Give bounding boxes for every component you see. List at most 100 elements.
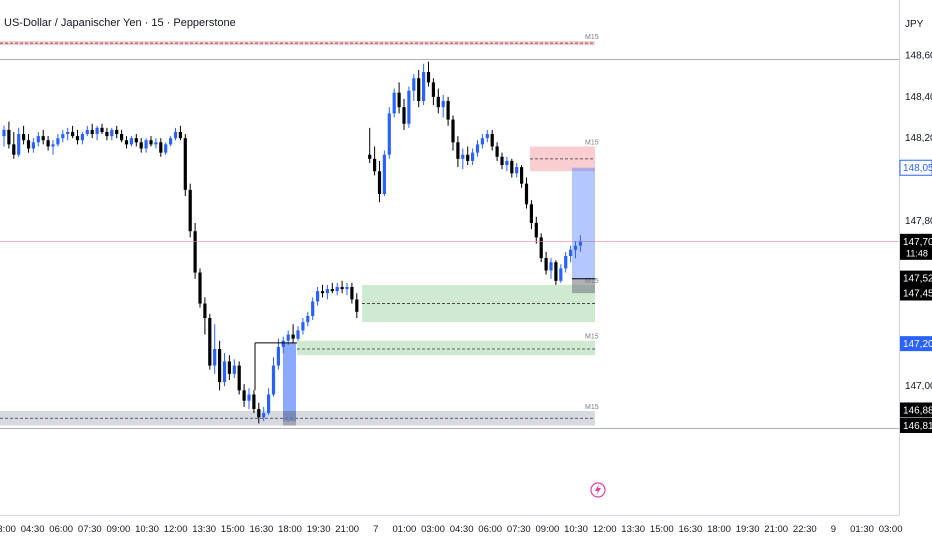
countdown-label: 11:48 [906,248,928,258]
time-tick-label: 04:30 [21,524,45,535]
time-tick-label: 22:30 [793,524,817,535]
candle-body [193,231,197,273]
candle-body [26,140,31,149]
candle-body [85,129,89,135]
time-tick-label: 19:30 [736,524,760,535]
candle-body [75,136,80,141]
candle-body [475,144,480,153]
candle-body [124,140,129,145]
candle-body [377,171,382,194]
candle-body [198,272,202,304]
price-axis[interactable]: 148,600 148,400 148,200 147,800 147,000 148,0… [899,51,932,433]
price-badge [900,417,932,433]
candle-body [56,138,60,145]
grid-layer [0,0,900,516]
candle-body [296,330,300,339]
candle-body [569,249,573,256]
time-tick-label: 04:30 [450,524,474,535]
candle-body [208,318,212,366]
candle-body [169,138,173,145]
price-badge [900,402,932,418]
time-tick-label: 09:00 [107,524,131,535]
zone-label: M15 [585,334,599,341]
time-tick-label: 16:30 [679,524,703,535]
candle-body [188,189,192,232]
time-tick-label: 18:00 [278,524,302,535]
candle-body [276,346,280,366]
candle-body [316,291,320,302]
candle-body [441,100,445,108]
lightning-icon [590,482,606,498]
candle-body [237,365,241,391]
candle-body [325,289,329,294]
price-tick-label: 148,200 [905,133,932,144]
chart-title: US-Dollar / Japanischer Yen · 15 · Peppe… [4,17,236,29]
candle-body [41,136,45,141]
zone-label: M15 [585,139,599,146]
candle-body [451,119,455,143]
price-badge-label: 147,206 [903,339,932,350]
candle-body [51,144,55,147]
price-tick-label: 148,400 [905,92,932,103]
candle-body [549,262,553,271]
candle-body [66,131,70,135]
time-tick-label: 21:00 [335,524,359,535]
price-badge-label: 147,701 [903,237,932,248]
candle-body [417,78,421,101]
candle-body [252,394,256,409]
candle-body [431,82,435,97]
overlay-layer [0,59,899,498]
zone-label: M15 [585,404,599,411]
candle-body [320,291,325,294]
candle-body [291,334,295,339]
time-axis[interactable]: 03:00 04:30 06:00 07:30 09:00 10:30 12:00 13:30… [0,524,902,535]
price-tick-label: 147,000 [905,381,932,392]
candle-body [402,107,406,124]
time-tick-label: 12:00 [164,524,188,535]
candle-body [17,134,21,155]
time-tick-label: 10:30 [135,524,159,535]
candle-body [36,136,40,143]
candle-body [213,349,217,366]
time-tick-label: 06:00 [49,524,73,535]
time-tick-label: 15:00 [221,524,245,535]
candle-body [22,134,26,141]
time-tick-label: 03:00 [0,524,16,535]
candle-body [456,142,460,159]
candle-body [495,146,499,157]
candle-body [95,127,99,135]
candle-body [480,138,484,145]
candle-body [247,394,251,401]
price-badge [900,270,932,286]
candle-body [61,134,65,139]
time-tick-label: 12:00 [593,524,617,535]
candle-body [306,315,310,323]
price-badge [900,233,932,260]
candle-body [524,183,529,205]
currency-label[interactable]: JPY [905,19,924,30]
candle-body [149,140,153,145]
candle-body [164,144,168,153]
candle-body [505,160,509,166]
candle-body [154,142,158,145]
time-tick-label: 16:30 [250,524,274,535]
price-badge [899,159,932,176]
candle-body [183,138,187,190]
demand-zone [297,340,595,356]
candle-body [227,361,231,374]
candle-body [257,408,261,418]
time-tick-label: 13:30 [621,524,645,535]
candle-body [368,154,372,159]
candle-body [436,96,440,108]
candle-body [573,245,578,250]
time-tick-label: 09:00 [536,524,560,535]
time-tick-label: 01:30 [850,524,874,535]
time-tick-label: 07:30 [507,524,531,535]
candle-body [471,152,475,161]
candle-body [466,154,470,161]
candle-body [387,113,391,155]
time-tick-label: 13:30 [192,524,216,535]
price-tick-label: 147,800 [905,216,932,227]
candle-body [115,129,119,135]
